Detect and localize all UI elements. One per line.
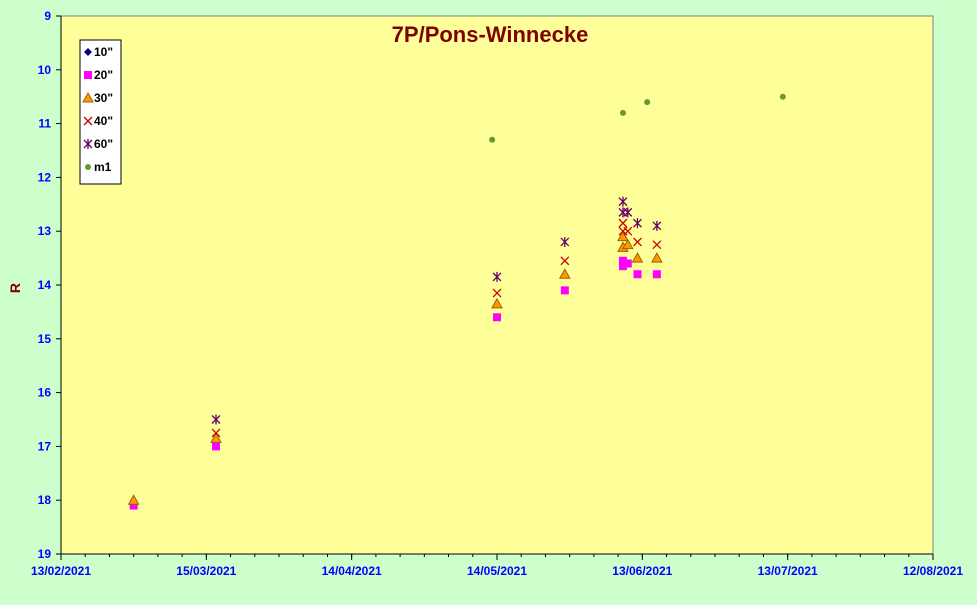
legend-marker [84, 48, 92, 56]
data-point [779, 93, 786, 100]
data-point [633, 237, 642, 247]
data-point [492, 288, 502, 298]
data-point [489, 136, 496, 143]
legend-marker [83, 116, 93, 126]
legend-label: 60" [94, 137, 113, 151]
y-tick-label: 9 [44, 9, 51, 23]
y-axis: 9 10 11 12 13 14 15 16 17 18 19 [38, 9, 62, 561]
legend-label: 40" [94, 114, 113, 128]
data-point [210, 432, 222, 443]
legend-marker [84, 71, 92, 79]
data-point [212, 442, 221, 451]
series-1 [129, 256, 661, 510]
x-tick-label: 12/08/2021 [903, 564, 963, 578]
data-point [651, 252, 663, 263]
y-tick-label: 17 [38, 439, 52, 453]
y-tick-label: 15 [38, 332, 52, 346]
chart-title: 7P/Pons-Winnecke [392, 22, 589, 47]
legend-label: m1 [94, 160, 112, 174]
data-point [621, 238, 634, 250]
series-2 [127, 230, 663, 505]
y-tick-label: 19 [38, 547, 52, 561]
data-point [623, 226, 633, 236]
x-tick-label: 13/07/2021 [758, 564, 818, 578]
data-point [492, 271, 502, 282]
x-tick-label: 14/04/2021 [322, 564, 382, 578]
data-point [652, 220, 662, 231]
x-tick-label: 15/03/2021 [176, 564, 236, 578]
legend-marker [85, 164, 91, 170]
y-tick-label: 12 [38, 170, 52, 184]
legend-label: 20" [94, 68, 113, 82]
data-point [633, 218, 642, 229]
y-tick-label: 10 [38, 63, 52, 77]
data-point [493, 313, 501, 322]
y-tick-label: 14 [38, 278, 52, 292]
data-point [617, 230, 629, 242]
data-point [652, 240, 662, 250]
x-tick-label: 13/02/2021 [31, 564, 91, 578]
series-4 [211, 196, 662, 425]
legend-label: 10" [94, 45, 113, 59]
data-point [652, 270, 661, 279]
data-point [129, 501, 138, 510]
y-tick-label: 16 [38, 386, 52, 400]
data-point [618, 218, 628, 228]
data-point [618, 262, 627, 271]
data-point [623, 207, 633, 218]
data-point [560, 236, 570, 247]
x-tick-label: 14/05/2021 [467, 564, 527, 578]
plot-area [60, 15, 934, 555]
y-tick-label: 13 [38, 224, 52, 238]
legend: 10" 20" 30" 40" 60" m1 [79, 39, 122, 185]
data-point [127, 494, 140, 505]
data-point [560, 286, 569, 295]
legend-marker [82, 91, 94, 103]
x-axis: 13/02/2021 15/03/2021 14/04/2021 14/05/2021… [31, 553, 963, 578]
y-axis-label: R [7, 283, 23, 293]
data-point [558, 268, 571, 279]
legend-label: 30" [94, 91, 113, 105]
series-3 [211, 218, 662, 438]
y-tick-label: 18 [38, 493, 52, 507]
data-point [623, 259, 632, 268]
data-point [631, 252, 644, 263]
legend-box [79, 39, 122, 185]
x-tick-label: 13/06/2021 [612, 564, 672, 578]
data-point [211, 414, 221, 425]
data-point [644, 99, 651, 106]
legend-marker [83, 139, 93, 149]
data-point [633, 270, 642, 279]
data-points [127, 93, 786, 510]
y-tick-label: 11 [38, 117, 51, 131]
series-5 [489, 93, 786, 143]
data-point [491, 297, 503, 309]
data-point [618, 196, 628, 207]
data-point [211, 428, 221, 438]
data-point [619, 109, 626, 116]
data-point [618, 256, 627, 265]
data-point [560, 256, 570, 266]
